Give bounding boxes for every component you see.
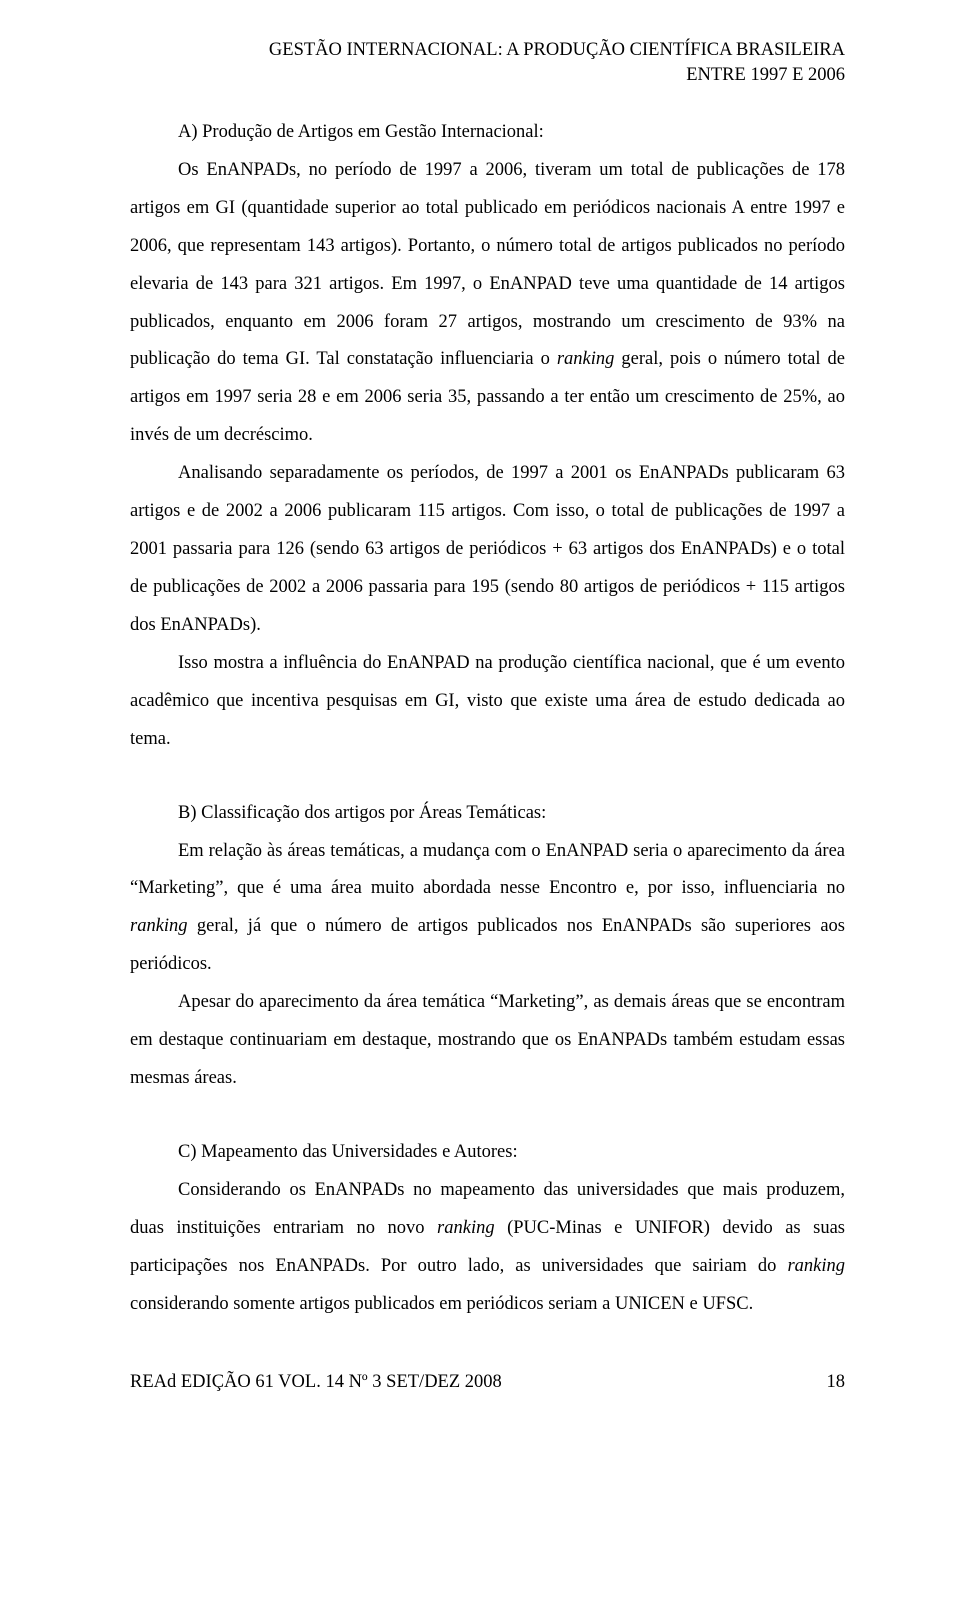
- document-page: GESTÃO INTERNACIONAL: A PRODUÇÃO CIENTÍF…: [0, 0, 960, 1433]
- header-line-1: GESTÃO INTERNACIONAL: A PRODUÇÃO CIENTÍF…: [130, 38, 845, 63]
- italic-ranking: ranking: [787, 1256, 845, 1276]
- italic-ranking: ranking: [130, 916, 188, 936]
- section-c-heading: C) Mapeamento das Universidades e Autore…: [130, 1134, 845, 1172]
- header-line-2: ENTRE 1997 E 2006: [130, 63, 845, 88]
- text-run: Os EnANPADs, no período de 1997 a 2006, …: [130, 160, 845, 370]
- italic-ranking: ranking: [557, 349, 615, 369]
- footer-journal-info: REAd EDIÇÃO 61 VOL. 14 Nº 3 SET/DEZ 2008: [130, 1372, 502, 1393]
- section-a-paragraph-3: Isso mostra a influência do EnANPAD na p…: [130, 645, 845, 759]
- page-footer: REAd EDIÇÃO 61 VOL. 14 Nº 3 SET/DEZ 2008…: [130, 1372, 845, 1393]
- section-b-heading: B) Classificação dos artigos por Áreas T…: [130, 795, 845, 833]
- section-gap: [130, 759, 845, 795]
- section-b-paragraph-2: Apesar do aparecimento da área temática …: [130, 984, 845, 1098]
- section-a-heading: A) Produção de Artigos em Gestão Interna…: [130, 114, 845, 152]
- section-gap: [130, 1098, 845, 1134]
- text-run: considerando somente artigos publicados …: [130, 1294, 753, 1314]
- text-run: geral, já que o número de artigos public…: [130, 916, 845, 974]
- section-a-paragraph-2: Analisando separadamente os períodos, de…: [130, 455, 845, 645]
- section-c-paragraph-1: Considerando os EnANPADs no mapeamento d…: [130, 1172, 845, 1324]
- running-header: GESTÃO INTERNACIONAL: A PRODUÇÃO CIENTÍF…: [130, 38, 845, 88]
- text-run: Em relação às áreas temáticas, a mudança…: [130, 841, 845, 899]
- footer-page-number: 18: [827, 1372, 846, 1393]
- italic-ranking: ranking: [437, 1218, 495, 1238]
- section-b-paragraph-1: Em relação às áreas temáticas, a mudança…: [130, 833, 845, 985]
- section-a-paragraph-1: Os EnANPADs, no período de 1997 a 2006, …: [130, 152, 845, 455]
